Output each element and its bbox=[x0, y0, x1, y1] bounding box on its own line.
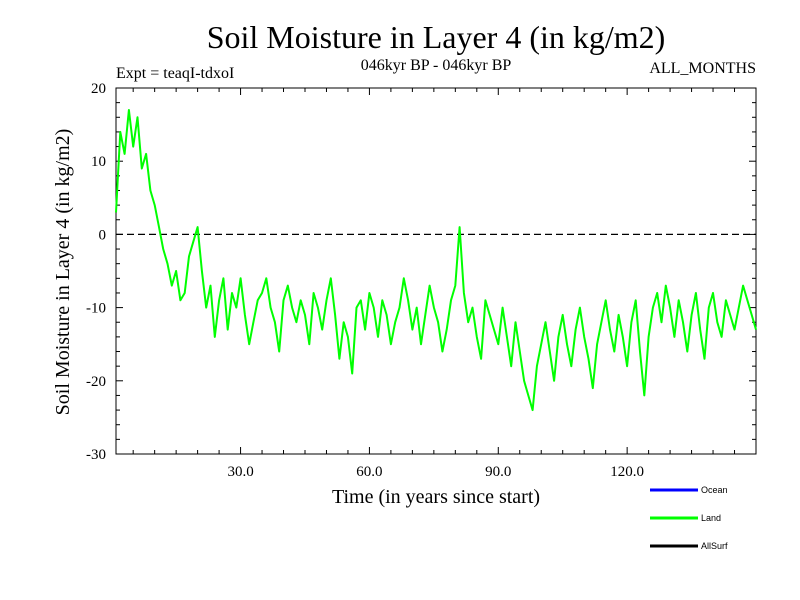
y-tick-label: -20 bbox=[86, 374, 106, 390]
legend: Ocean Land AllSurf bbox=[650, 485, 728, 551]
legend-label-allsurf: AllSurf bbox=[701, 541, 728, 551]
x-axis-label: Time (in years since start) bbox=[332, 486, 540, 508]
x-tick-label: 90.0 bbox=[485, 464, 511, 480]
y-tick-label: -10 bbox=[86, 301, 106, 317]
legend-label-ocean: Ocean bbox=[701, 485, 728, 495]
experiment-label: Expt = teaqI-tdxoI bbox=[116, 65, 234, 82]
x-tick-label: 30.0 bbox=[227, 464, 253, 480]
series-group bbox=[115, 109, 757, 412]
y-tick-label: 0 bbox=[99, 227, 107, 243]
plot-frame bbox=[115, 87, 757, 455]
x-tick-label: 120.0 bbox=[610, 464, 644, 480]
y-tick-label: 10 bbox=[91, 154, 106, 170]
y-tick-label: 20 bbox=[91, 81, 106, 97]
period-label: 046kyr BP - 046kyr BP bbox=[361, 57, 512, 74]
y-tick-label: -30 bbox=[86, 447, 106, 463]
axis-ticks: -30 -20 -10 0 10 20 30.0 60.0 90.0 120.0 bbox=[86, 81, 756, 480]
chart-title: Soil Moisture in Layer 4 (in kg/m2) bbox=[207, 19, 666, 55]
x-tick-label: 60.0 bbox=[356, 464, 382, 480]
legend-label-land: Land bbox=[701, 513, 721, 523]
y-axis-label: Soil Moisture in Layer 4 (in kg/m2) bbox=[52, 129, 74, 416]
series-line-land bbox=[115, 109, 757, 412]
months-label: ALL_MONTHS bbox=[649, 60, 756, 77]
